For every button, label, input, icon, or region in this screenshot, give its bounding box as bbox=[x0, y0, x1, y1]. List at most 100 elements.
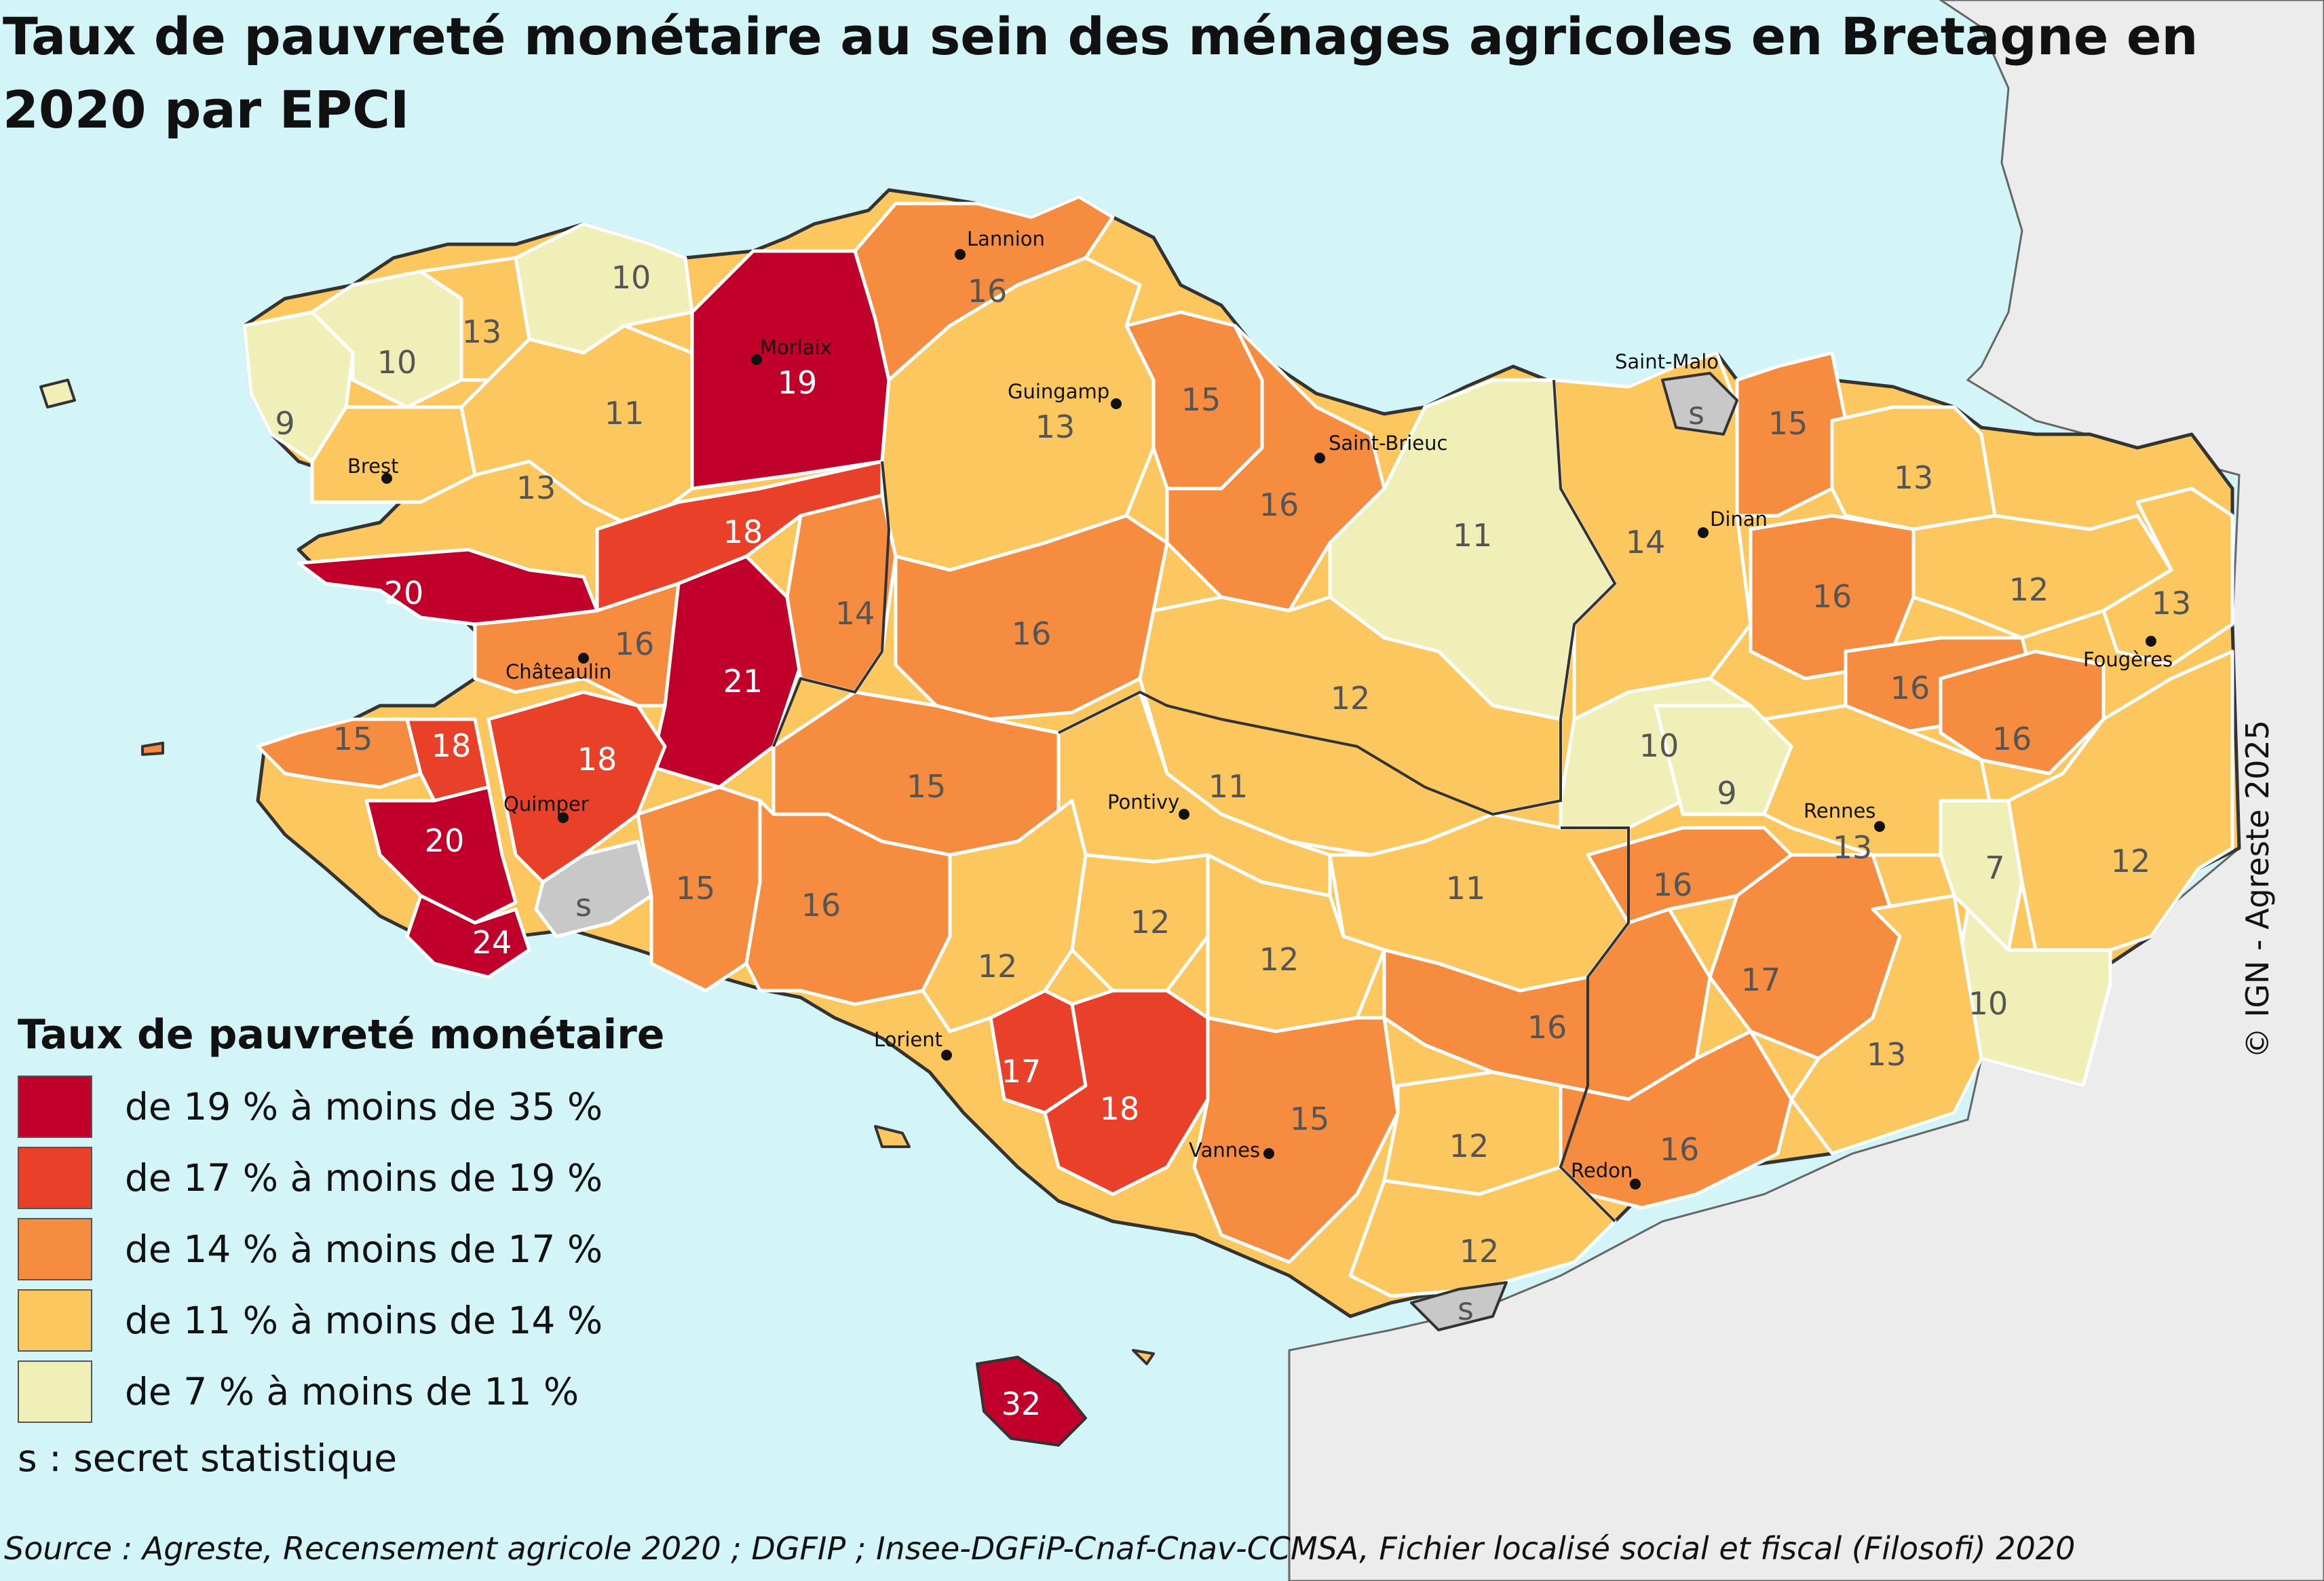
value-chateaugiron: 7 bbox=[1985, 850, 2004, 886]
value-concarneau: 15 bbox=[676, 870, 716, 907]
legend-item: de 7 % à moins de 11 % bbox=[18, 1356, 665, 1427]
epci-fouesnant bbox=[534, 839, 653, 938]
value-bigouden-sud: 24 bbox=[472, 924, 512, 961]
value-baud: 12 bbox=[1130, 904, 1170, 940]
city-dot-chateaulin bbox=[578, 653, 589, 664]
value-saint-brieuc: 16 bbox=[1259, 487, 1299, 523]
epci-vitre bbox=[2006, 649, 2234, 952]
value-abers: 10 bbox=[377, 344, 417, 381]
value-loudeac: 12 bbox=[1331, 680, 1371, 717]
value-secret-saint-malo: s bbox=[1688, 395, 1704, 432]
copyright-credit: © IGN - Agreste 2025 bbox=[2239, 720, 2276, 1059]
legend-item: de 14 % à moins de 17 % bbox=[18, 1213, 665, 1284]
epci-bain bbox=[1789, 894, 1983, 1156]
city-label-chateaulin: Châteaulin bbox=[506, 660, 611, 683]
map-title: Taux de pauvreté monétaire au sein des m… bbox=[3, 6, 2198, 140]
city-label-quimper: Quimper bbox=[503, 793, 589, 816]
value-guingamp: 13 bbox=[1035, 408, 1075, 445]
epci-vannes bbox=[1192, 1016, 1400, 1264]
city-dot-pontivy bbox=[1179, 809, 1189, 820]
value-haute-cornouaille: 14 bbox=[835, 595, 875, 632]
value-ploermel: 16 bbox=[1527, 1009, 1567, 1046]
value-fouesnant: s bbox=[575, 887, 592, 923]
legend-title: Taux de pauvreté monétaire bbox=[18, 1011, 665, 1059]
city-label-vannes: Vannes bbox=[1189, 1139, 1260, 1162]
value-auray: 18 bbox=[1100, 1090, 1140, 1127]
value-rennes: 13 bbox=[1833, 829, 1873, 866]
value-dinan: 14 bbox=[1626, 524, 1666, 560]
epci-areas bbox=[242, 195, 2234, 1298]
value-belle-ile: 32 bbox=[1002, 1386, 1042, 1422]
legend-label: de 7 % à moins de 11 % bbox=[125, 1369, 579, 1413]
source-note: Source : Agreste, Recensement agricole 2… bbox=[4, 1530, 2076, 1567]
value-locmine: 12 bbox=[1259, 941, 1299, 978]
value-montfort: 10 bbox=[1639, 727, 1679, 764]
legend-label: de 17 % à moins de 19 % bbox=[125, 1156, 603, 1200]
city-dot-vannes bbox=[1263, 1148, 1274, 1159]
value-lannion: 16 bbox=[968, 273, 1008, 309]
city-label-morlaix: Morlaix bbox=[760, 336, 832, 359]
city-label-fougeres: Fougères bbox=[2083, 648, 2173, 671]
legend-swatch bbox=[18, 1289, 92, 1352]
value-couesnon: 12 bbox=[2009, 571, 2049, 608]
city-label-lorient: Lorient bbox=[874, 1028, 942, 1051]
epci-auray bbox=[1043, 989, 1210, 1196]
city-label-redon: Redon bbox=[1571, 1159, 1633, 1182]
city-label-pontivy: Pontivy bbox=[1107, 790, 1179, 814]
value-pontivy: 11 bbox=[1208, 768, 1249, 805]
epci-val-ille bbox=[1939, 649, 2106, 776]
secret-saint-malo bbox=[1661, 372, 1738, 436]
epci-baud bbox=[1070, 853, 1210, 993]
epci-locmine bbox=[1206, 853, 1386, 1033]
value-lorient: 12 bbox=[978, 948, 1018, 985]
value-cote-emeraude: 13 bbox=[1894, 459, 1934, 496]
epci-fougeres bbox=[2101, 487, 2234, 667]
value-redon: 16 bbox=[1660, 1131, 1700, 1168]
city-label-saintmalo: Saint-Malo bbox=[1615, 350, 1719, 373]
ile-houat bbox=[1132, 1349, 1155, 1365]
value-monts-arree: 18 bbox=[723, 514, 763, 550]
value-kreiz-breizh: 16 bbox=[1012, 615, 1052, 652]
city-dot-guingamp bbox=[1111, 398, 1122, 409]
city-dot-lannion bbox=[955, 249, 966, 260]
value-roi-morvan: 15 bbox=[907, 768, 947, 805]
value-iroise: 9 bbox=[275, 405, 294, 442]
value-chateaulin: 16 bbox=[615, 626, 655, 662]
value-vallons: 17 bbox=[1741, 961, 1781, 998]
value-leff: 15 bbox=[1181, 381, 1221, 418]
value-nord-finistere-1: 10 bbox=[611, 259, 651, 296]
city-dot-rennes bbox=[1874, 821, 1885, 832]
city-dot-dinan bbox=[1698, 527, 1709, 538]
value-arc-sud: 12 bbox=[1460, 1233, 1500, 1270]
epci-haut-bigouden bbox=[364, 785, 518, 925]
city-label-saintbrieuc: Saint-Brieuc bbox=[1329, 432, 1447, 455]
value-lamballe: 11 bbox=[1453, 517, 1493, 554]
city-label-guingamp: Guingamp bbox=[1008, 380, 1109, 403]
epci-quimper bbox=[487, 690, 667, 884]
city-markers bbox=[381, 249, 2156, 1189]
legend-item: de 19 % à moins de 35 % bbox=[18, 1071, 665, 1142]
value-bain: 13 bbox=[1867, 1036, 1907, 1073]
value-saint-meen: 9 bbox=[1717, 775, 1736, 812]
city-dot-redon bbox=[1630, 1179, 1641, 1189]
ile-sein bbox=[141, 742, 164, 756]
value-morlaix: 19 bbox=[778, 364, 818, 401]
value-la-guerche: 10 bbox=[1968, 985, 2008, 1022]
legend-swatch bbox=[18, 1075, 92, 1138]
legend-label: de 14 % à moins de 17 % bbox=[125, 1227, 603, 1271]
legend-item: de 17 % à moins de 19 % bbox=[18, 1142, 665, 1213]
value-poher: 21 bbox=[723, 663, 763, 700]
city-dot-fougeres bbox=[2146, 636, 2156, 647]
epci-ploermel bbox=[1382, 907, 1712, 1101]
value-haut-bigouden: 20 bbox=[425, 822, 465, 859]
value-liffre: 16 bbox=[1992, 721, 2032, 757]
value-combourg: 16 bbox=[1812, 578, 1852, 615]
value-val-ille: 16 bbox=[1890, 670, 1930, 706]
value-blavet: 17 bbox=[1002, 1053, 1042, 1090]
city-dot-brest bbox=[381, 473, 392, 484]
value-vitre: 12 bbox=[2111, 843, 2151, 879]
city-label-rennes: Rennes bbox=[1804, 799, 1875, 822]
value-crozon: 20 bbox=[384, 575, 424, 611]
value-brest: 13 bbox=[516, 470, 556, 506]
